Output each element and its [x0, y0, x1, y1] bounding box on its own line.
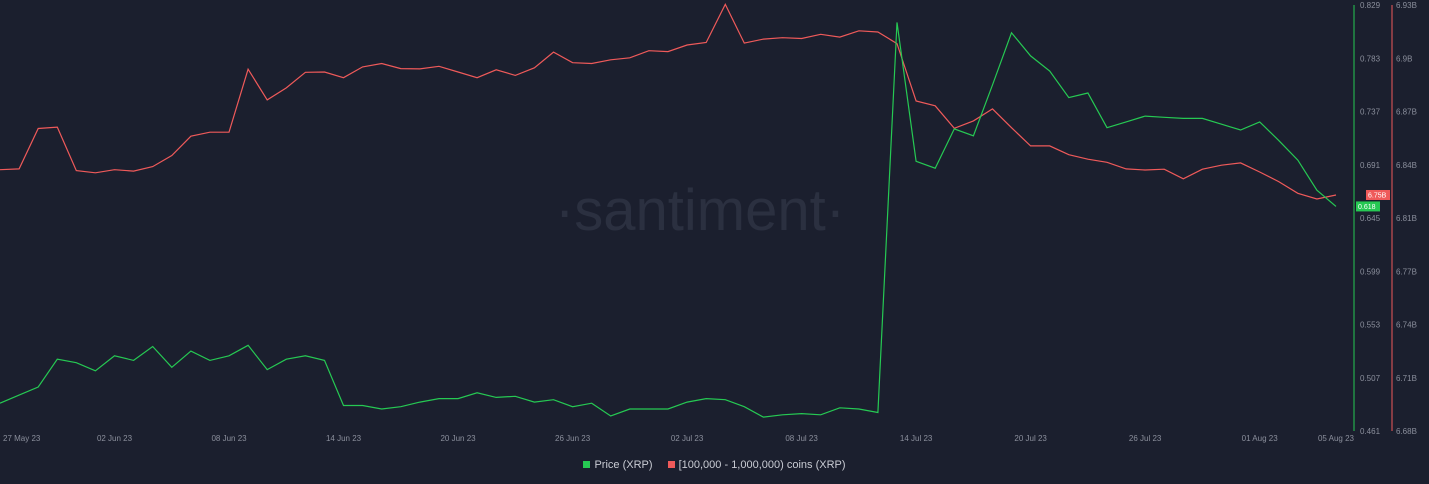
santiment-watermark: ·santiment·: [555, 178, 845, 243]
x-tick-label: 02 Jul 23: [671, 434, 704, 443]
price-last-value-badge-label: 0.618: [1358, 204, 1376, 211]
holders-last-value-badge-label: 6.75B: [1368, 192, 1387, 199]
price-series-line: [0, 22, 1337, 418]
price-tick-label: 0.737: [1360, 108, 1381, 117]
holders-tick-label: 6.9B: [1396, 54, 1412, 63]
legend-item-holders[interactable]: [100,000 - 1,000,000) coins (XRP): [667, 459, 846, 471]
x-tick-label: 26 Jun 23: [555, 434, 591, 443]
holders-tick-label: 6.84B: [1396, 161, 1417, 170]
holders-axis: 6.93B 6.9B 6.87B 6.84B 6.81B 6.77B 6.74B 6.71B 6…: [1391, 1, 1417, 436]
last-value-badges: 0.618 6.75B: [1356, 189, 1390, 212]
legend-label-holders: [100,000 - 1,000,000) coins (XRP): [678, 459, 846, 471]
x-tick-label: 05 Aug 23: [1318, 434, 1355, 443]
x-tick-label: 26 Jul 23: [1129, 434, 1162, 443]
chart: ·santiment· 0.829 0.783 0.737 0.691 0.645 0.5…: [0, 1, 1417, 443]
price-tick-label: 0.691: [1360, 161, 1381, 170]
holders-tick-label: 6.68B: [1396, 427, 1417, 436]
holders-tick-label: 6.93B: [1396, 1, 1417, 10]
x-tick-label: 01 Aug 23: [1242, 434, 1279, 443]
x-tick-label: 20 Jul 23: [1014, 434, 1047, 443]
x-tick-label: 14 Jul 23: [900, 434, 933, 443]
holders-tick-label: 6.71B: [1396, 374, 1417, 383]
price-axis: 0.829 0.783 0.737 0.691 0.645 0.599 0.553 0.507…: [1353, 1, 1381, 436]
holders-tick-label: 6.81B: [1396, 214, 1417, 223]
price-tick-label: 0.599: [1360, 267, 1381, 276]
legend-label-price: Price (XRP): [594, 459, 653, 471]
x-tick-label: 08 Jun 23: [211, 434, 247, 443]
x-axis: 27 May 23 02 Jun 23 08 Jun 23 14 Jun 23 20 J…: [3, 434, 1355, 443]
holders-tick-label: 6.87B: [1396, 108, 1417, 117]
price-tick-label: 0.645: [1360, 214, 1381, 223]
price-last-value-badge: [1356, 201, 1380, 212]
price-swatch-icon: [583, 461, 591, 468]
chart-legend: Price (XRP) [100,000 - 1,000,000) coins …: [0, 459, 1429, 471]
x-tick-label: 27 May 23: [3, 434, 41, 443]
x-tick-label: 08 Jul 23: [785, 434, 818, 443]
x-tick-label: 02 Jun 23: [97, 434, 133, 443]
price-tick-label: 0.507: [1360, 374, 1381, 383]
holders-tick-label: 6.77B: [1396, 267, 1417, 276]
holders-series-line: [0, 3, 1337, 200]
holders-swatch-icon: [667, 461, 675, 468]
legend-item-price[interactable]: Price (XRP): [583, 459, 653, 471]
holders-tick-label: 6.74B: [1396, 321, 1417, 330]
price-tick-label: 0.461: [1360, 427, 1381, 436]
holders-last-value-badge: [1366, 189, 1390, 200]
price-tick-label: 0.553: [1360, 321, 1381, 330]
x-tick-label: 14 Jun 23: [326, 434, 362, 443]
x-tick-label: 20 Jun 23: [440, 434, 476, 443]
price-tick-label: 0.783: [1360, 54, 1381, 63]
price-tick-label: 0.829: [1360, 1, 1381, 10]
